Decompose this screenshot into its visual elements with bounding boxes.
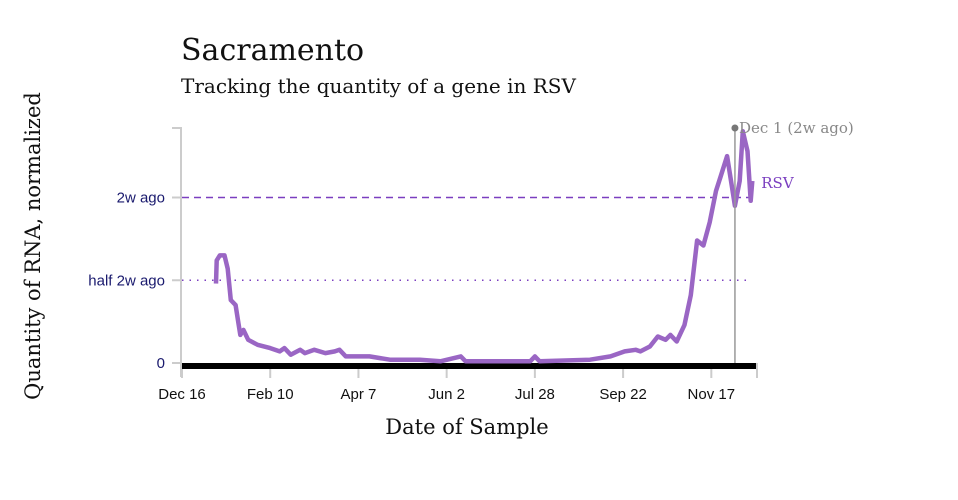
x-tick-label: Sep 22 bbox=[599, 386, 647, 403]
y-tick-label: half 2w ago bbox=[88, 272, 165, 289]
x-tick-label: Apr 7 bbox=[341, 386, 377, 403]
annotation-dot bbox=[731, 124, 739, 132]
x-tick-label: Dec 16 bbox=[158, 386, 206, 403]
series-line-rsv bbox=[213, 129, 755, 364]
series-label: RSV bbox=[761, 174, 795, 192]
x-tick-label: Feb 10 bbox=[247, 386, 294, 403]
y-tick-label: 2w ago bbox=[117, 190, 165, 207]
x-tick-label: Nov 17 bbox=[688, 386, 736, 403]
y-axis-label: Quantity of RNA, normalized bbox=[21, 92, 45, 400]
annotation-label: Dec 1 (2w ago) bbox=[739, 119, 854, 137]
x-tick-label: Jul 28 bbox=[515, 386, 555, 403]
x-axis-label: Date of Sample bbox=[385, 415, 548, 439]
x-tick-label: Jun 2 bbox=[428, 386, 465, 403]
chart-title: Sacramento bbox=[181, 33, 364, 68]
chart-subtitle: Tracking the quantity of a gene in RSV bbox=[181, 74, 576, 98]
y-tick-label: 0 bbox=[157, 355, 165, 372]
